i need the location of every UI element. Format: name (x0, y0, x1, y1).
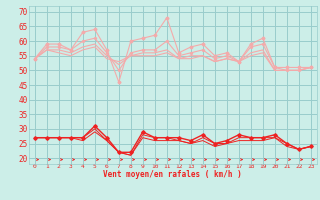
X-axis label: Vent moyen/en rafales ( km/h ): Vent moyen/en rafales ( km/h ) (103, 170, 242, 179)
